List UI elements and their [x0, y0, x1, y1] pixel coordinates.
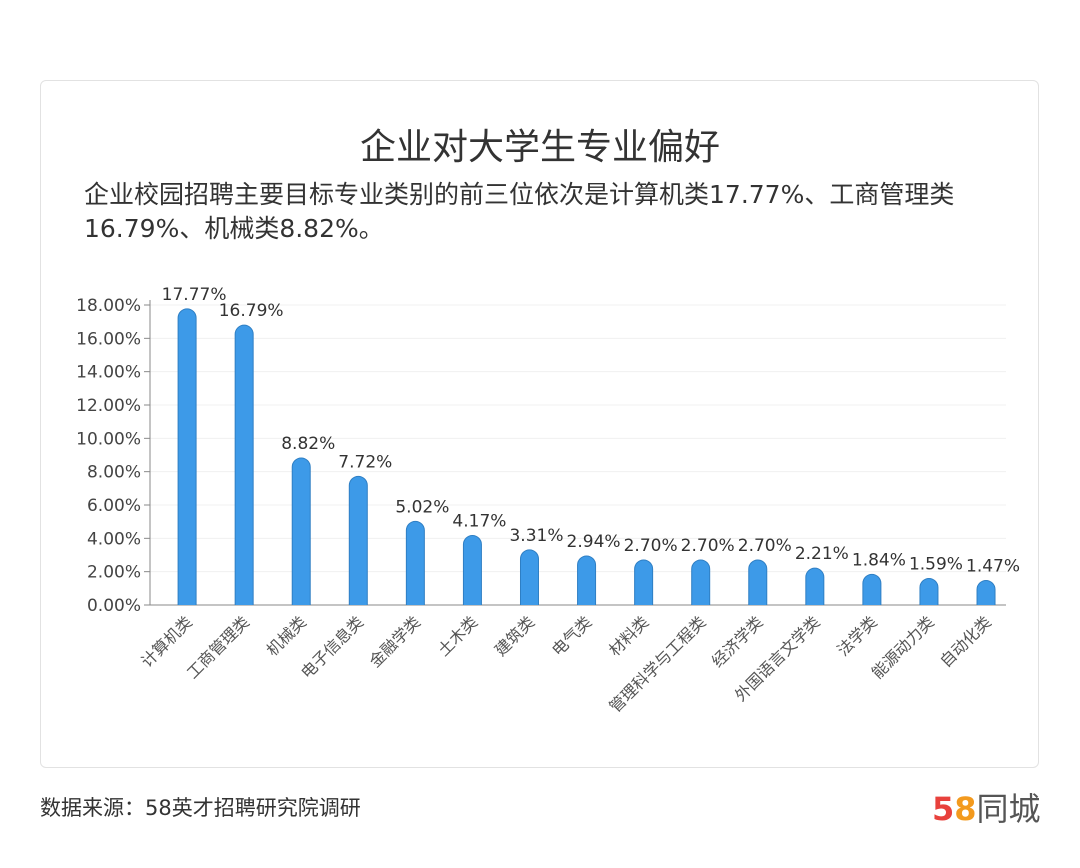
- chart-title: 企业对大学生专业偏好: [359, 127, 720, 168]
- bar: [748, 559, 768, 605]
- y-tick-label: 16.00%: [76, 329, 141, 349]
- data-label: 7.72%: [338, 452, 392, 472]
- bar-chart: 0.00% 2.00% 4.00% 6.00% 8.00% 10.00% 12.00% 14.…: [76, 285, 1020, 717]
- bar: [862, 573, 882, 605]
- chart-card: [40, 80, 1039, 768]
- y-tick-label: 18.00%: [76, 296, 141, 316]
- logo-digit-8: 8: [954, 790, 977, 828]
- x-tick-label: 材料类: [605, 612, 652, 659]
- x-tick-label: 管理科学与工程类: [606, 612, 710, 716]
- data-label: 1.84%: [852, 550, 906, 570]
- x-tick-label: 经济学类: [708, 612, 767, 671]
- data-label: 5.02%: [395, 497, 449, 517]
- y-tick-label: 10.00%: [76, 429, 141, 449]
- y-tick-label: 4.00%: [87, 529, 141, 549]
- bar: [405, 520, 425, 605]
- x-tick-label: 电子信息类: [297, 612, 367, 682]
- bar: [462, 535, 482, 605]
- x-tick-label: 电气类: [548, 612, 595, 659]
- data-label: 2.21%: [795, 544, 849, 564]
- chart-subtitle: 企业校园招聘主要目标专业类别的前三位依次是计算机类17.77%、工商管理类16.…: [84, 180, 955, 243]
- x-tick-label: 工商管理类: [183, 612, 253, 682]
- data-label: 2.70%: [738, 536, 792, 556]
- x-tick-label: 金融学类: [365, 612, 424, 671]
- x-tick-label: 能源动力类: [868, 612, 938, 682]
- y-tick-label: 0.00%: [87, 596, 141, 616]
- data-source: 数据来源：58英才招聘研究院调研: [40, 796, 361, 820]
- bar: [177, 308, 197, 605]
- bar: [919, 578, 939, 605]
- data-label: 2.94%: [567, 532, 621, 552]
- bar: [519, 549, 539, 605]
- data-label: 3.31%: [509, 526, 563, 546]
- bar: [234, 324, 254, 605]
- logo-text: 同城: [976, 790, 1041, 828]
- x-tick-label: 建筑类: [491, 612, 538, 659]
- y-tick-label: 2.00%: [87, 563, 141, 583]
- data-label: 8.82%: [281, 434, 335, 454]
- x-tick-label: 土木类: [434, 612, 481, 659]
- x-tick-label: 机械类: [263, 612, 310, 659]
- bar: [805, 567, 825, 605]
- data-label: 17.77%: [162, 285, 227, 305]
- bar: [348, 475, 368, 605]
- x-tick-label: 自动化类: [936, 612, 995, 671]
- data-label: 2.70%: [681, 536, 735, 556]
- bar: [577, 555, 597, 605]
- data-label: 1.59%: [909, 555, 963, 575]
- data-label: 1.47%: [966, 557, 1020, 577]
- bar: [634, 559, 654, 605]
- 58-tongcheng-logo: 58同城: [932, 784, 1041, 830]
- bar: [691, 559, 711, 605]
- y-tick-label: 8.00%: [87, 463, 141, 483]
- data-label: 2.70%: [624, 536, 678, 556]
- data-label: 16.79%: [219, 301, 284, 321]
- data-label: 4.17%: [452, 512, 506, 532]
- bar: [976, 580, 996, 605]
- bar: [291, 457, 311, 605]
- y-tick-label: 6.00%: [87, 496, 141, 516]
- logo-digit-5: 5: [932, 790, 955, 828]
- y-tick-label: 12.00%: [76, 396, 141, 416]
- x-tick-label: 计算机类: [137, 612, 196, 671]
- x-tick-label: 法学类: [833, 612, 880, 659]
- y-tick-label: 14.00%: [76, 363, 141, 383]
